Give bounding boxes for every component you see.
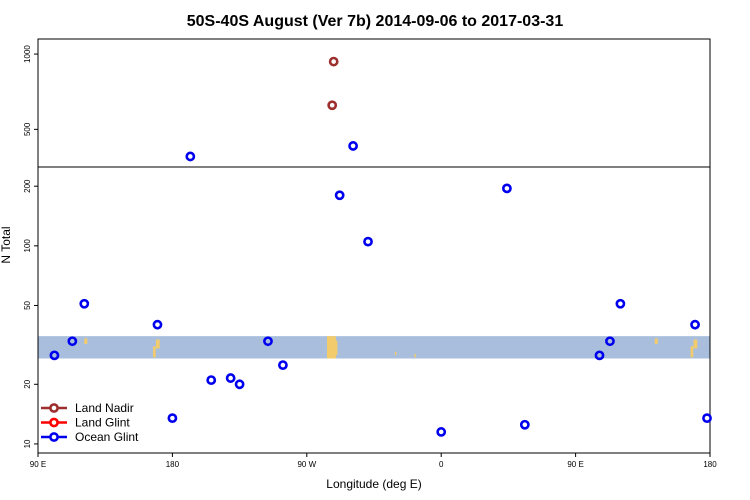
land-nadir-point: [327, 100, 338, 111]
ocean-glint-point: [502, 183, 512, 194]
x-tick-label: 180: [166, 460, 180, 469]
x-tick-label: 0: [439, 460, 444, 469]
land-patch: [326, 336, 336, 359]
latitude-band: [38, 336, 710, 359]
y-tick-label: 100: [23, 239, 32, 253]
y-tick-label: 500: [23, 122, 32, 136]
chart-title: 50S-40S August (Ver 7b) 2014-09-06 to 20…: [187, 13, 564, 30]
legend-marker-land-glint: [49, 417, 59, 428]
ocean-glint-point: [79, 298, 90, 309]
ocean-glint-point: [206, 375, 217, 386]
ocean-glint-point: [594, 350, 605, 361]
x-tick-label: 90 W: [297, 460, 316, 469]
ocean-glint-point: [167, 413, 178, 424]
y-tick-label: 20: [23, 379, 32, 388]
ocean-glint-point: [615, 298, 626, 309]
points-layer: [49, 56, 712, 437]
land-patch: [693, 339, 698, 349]
land-patch: [414, 354, 416, 358]
ticks-layer: 90 E 180 90 W 0 90 E 180 500 1000 10 20 50 100 200: [23, 45, 717, 469]
legend-marker-land-nadir: [49, 403, 59, 413]
ocean-glint-point: [263, 336, 273, 347]
latitude-band-layer: [38, 336, 710, 359]
legend-label-land-glint: Land Glint: [75, 416, 130, 430]
ocean-glint-point: [605, 336, 615, 347]
ocean-glint-point: [690, 319, 700, 330]
land-nadir-point: [328, 56, 339, 67]
land-patch: [690, 346, 694, 358]
land-patch: [332, 340, 338, 356]
legend-marker-ocean-glint: [49, 432, 59, 442]
legend-label-ocean-glint: Ocean Glint: [75, 430, 139, 444]
legend-label-land-nadir: Land Nadir: [75, 401, 134, 415]
land-patch: [394, 351, 397, 356]
y-tick-label: 10: [23, 439, 32, 448]
land-patch: [654, 338, 658, 344]
land-patch: [84, 338, 88, 344]
axes-layer: [37, 38, 711, 454]
x-tick-label: 180: [703, 460, 717, 469]
x-tick-label: 90 E: [567, 460, 583, 469]
y-tick-label: 50: [23, 300, 32, 309]
ocean-glint-point: [702, 413, 712, 424]
ocean-glint-point: [436, 427, 447, 437]
y-tick-label: 200: [23, 179, 32, 193]
land-patch: [155, 339, 160, 349]
ocean-glint-point: [363, 236, 373, 247]
ocean-glint-point: [185, 151, 196, 162]
y-tick-label: 1000: [23, 45, 32, 63]
ocean-glint-point: [49, 350, 60, 361]
ocean-glint-point: [519, 419, 530, 430]
ocean-glint-point: [67, 336, 78, 347]
x-tick-label: 90 E: [30, 460, 46, 469]
ocean-glint-point: [334, 190, 345, 201]
ocean-glint-point: [278, 360, 288, 371]
plot-frame: [37, 38, 711, 454]
y-axis-label: N Total: [0, 226, 13, 263]
x-axis-label: Longitude (deg E): [326, 477, 421, 491]
land-patch: [152, 346, 156, 358]
ocean-glint-point: [152, 319, 163, 330]
ocean-glint-point: [348, 141, 358, 151]
ocean-glint-point: [225, 373, 236, 383]
ocean-glint-point: [234, 379, 245, 390]
